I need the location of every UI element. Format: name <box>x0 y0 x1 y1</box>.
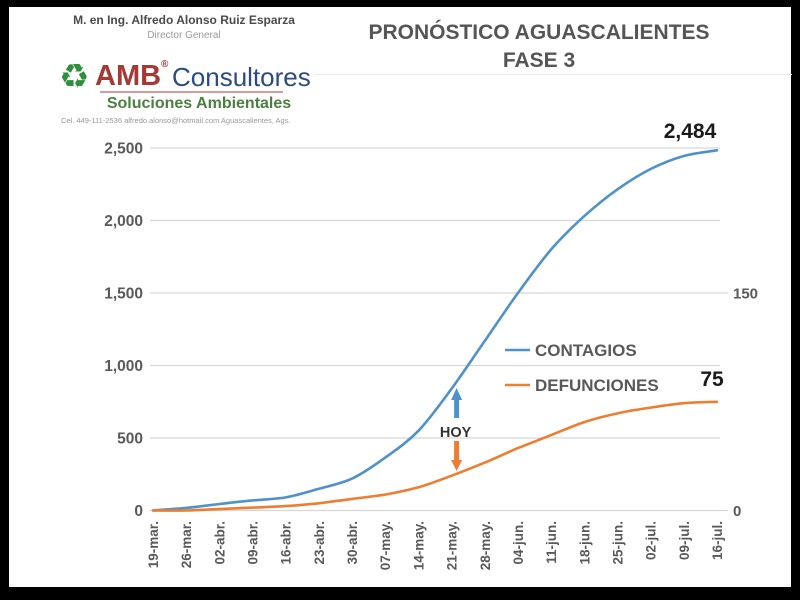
title-divider <box>314 74 792 75</box>
defunciones-end-value-label: 75 <box>700 368 724 391</box>
x-axis-tick-label: 23-abr. <box>312 521 327 565</box>
author-title: Director General <box>147 30 221 41</box>
x-axis-tick-label: 09-abr. <box>246 521 261 565</box>
x-axis-tick-label: 21-may. <box>445 521 460 570</box>
x-axis-tick-label: 14-may. <box>411 521 426 570</box>
contact-info: Cel. 449-111-2536 alfredo.alonso@hotmail… <box>61 116 291 125</box>
x-axis-tick-label: 09-jul. <box>677 521 692 560</box>
chart-title: PRONÓSTICO AGUASCALIENTES FASE 3 <box>339 19 739 75</box>
x-axis-tick-label: 28-may. <box>478 521 493 570</box>
left-axis-tick-label: 0 <box>134 503 143 520</box>
legend-label-defunciones: DEFUNCIONES <box>535 376 659 395</box>
x-axis-tick-label: 11-jun. <box>544 521 559 564</box>
x-axis-tick-label: 30-abr. <box>345 521 360 565</box>
left-axis-tick-label: 1,000 <box>104 358 143 375</box>
logo-brand: AMB® <box>95 59 169 92</box>
right-axis-tick-label: 150 <box>733 286 758 303</box>
x-axis-tick-label: 16-jul. <box>710 521 725 560</box>
chart-title-line1: PRONÓSTICO AGUASCALIENTES <box>368 21 710 44</box>
logo-underline <box>100 91 283 93</box>
series-line-contagios <box>151 149 719 512</box>
company-logo: ♻ AMB® Consultores <box>59 57 339 99</box>
hoy-up-arrowhead <box>451 388 463 400</box>
contagios-end-value-label: 2,484 <box>664 120 717 143</box>
left-axis-tick-label: 2,000 <box>104 213 143 230</box>
x-axis-tick-label: 16-abr. <box>279 521 294 565</box>
recycle-icon: ♻ <box>59 58 90 96</box>
x-axis-tick-label: 04-jun. <box>511 521 526 565</box>
left-axis-tick-label: 2,500 <box>104 141 143 158</box>
hoy-down-arrowhead <box>451 460 463 471</box>
series-line-defunciones <box>151 400 719 512</box>
x-axis-tick-label: 02-abr. <box>212 521 227 565</box>
x-axis-tick-label: 19-mar. <box>146 521 161 568</box>
chart-title-line2: FASE 3 <box>502 49 576 72</box>
author-name: M. en Ing. Alfredo Alonso Ruiz Esparza <box>73 13 295 27</box>
right-axis-tick-label: 0 <box>733 503 741 520</box>
hoy-label: HOY <box>440 425 472 441</box>
left-axis-tick-label: 500 <box>117 431 143 448</box>
registered-mark: ® <box>161 59 169 70</box>
left-axis-tick-label: 1,500 <box>104 286 143 303</box>
x-axis-tick-label: 25-jun. <box>610 521 625 565</box>
legend-label-contagios: CONTAGIOS <box>535 341 637 360</box>
logo-brand-suffix: Consultores <box>172 62 311 92</box>
x-axis-tick-label: 07-may. <box>378 521 393 570</box>
x-axis-tick-label: 26-mar. <box>179 521 194 568</box>
slide: M. en Ing. Alfredo Alonso Ruiz Esparza D… <box>9 7 792 587</box>
x-axis-tick-label: 02-jul. <box>644 521 659 560</box>
x-axis-tick-label: 18-jun. <box>577 521 592 565</box>
logo-tagline: Soluciones Ambientales <box>106 95 292 112</box>
